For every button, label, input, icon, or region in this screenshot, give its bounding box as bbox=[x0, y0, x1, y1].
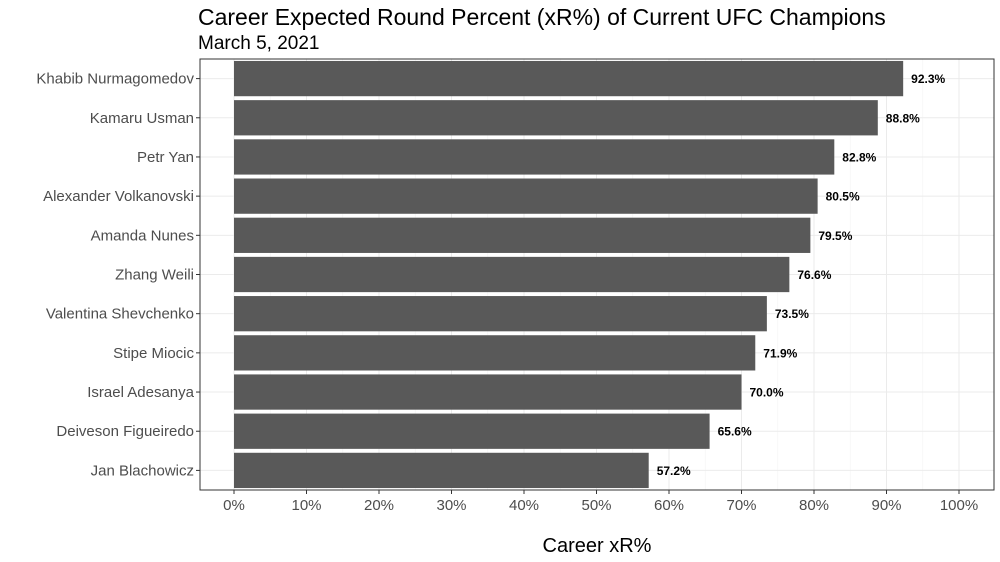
data-label: 88.8% bbox=[886, 111, 920, 125]
bar-kamaru-usman bbox=[234, 100, 878, 136]
data-label: 76.6% bbox=[797, 268, 831, 282]
bar-jan-blachowicz bbox=[234, 452, 649, 489]
x-tick-label: 20% bbox=[364, 497, 394, 514]
y-tick-label: Amanda Nunes bbox=[91, 227, 194, 244]
y-tick-label: Petr Yan bbox=[137, 149, 194, 166]
y-tick-label: Israel Adesanya bbox=[87, 384, 194, 401]
x-tick-label: 100% bbox=[940, 497, 978, 514]
x-tick-label: 30% bbox=[436, 497, 466, 514]
bar-valentina-shevchenko bbox=[234, 296, 767, 332]
bar-stipe-miocic bbox=[234, 335, 756, 371]
value-labels: 92.3% 88.8% 82.8% 80.5% 79.5% 76.6% 73.5% 71.9%… bbox=[657, 72, 946, 478]
x-tick-label: 50% bbox=[581, 497, 611, 514]
bar-deiveson-figueiredo bbox=[234, 413, 710, 449]
x-tick-label: 60% bbox=[654, 497, 684, 514]
chart-title: Career Expected Round Percent (xR%) of C… bbox=[198, 4, 886, 30]
x-tick-label: 40% bbox=[509, 497, 539, 514]
data-label: 92.3% bbox=[911, 72, 945, 86]
bar-amanda-nunes bbox=[234, 217, 811, 253]
x-tick-label: 0% bbox=[223, 497, 245, 514]
data-label: 65.6% bbox=[718, 425, 752, 439]
y-tick-label: Khabib Nurmagomedov bbox=[36, 71, 194, 88]
bars bbox=[234, 60, 904, 489]
y-tick-label: Deiveson Figueiredo bbox=[56, 423, 194, 440]
data-label: 82.8% bbox=[842, 150, 876, 164]
bar-zhang-weili bbox=[234, 256, 790, 293]
x-tick-label: 70% bbox=[726, 497, 756, 514]
chart-subtitle: March 5, 2021 bbox=[198, 33, 320, 54]
plot-panel-border bbox=[199, 58, 995, 491]
y-tick-label: Alexander Volkanovski bbox=[43, 188, 194, 205]
data-label: 71.9% bbox=[763, 346, 797, 360]
x-tick-label: 10% bbox=[291, 497, 321, 514]
y-tick-label: Stipe Miocic bbox=[113, 345, 194, 362]
x-tick-label: 80% bbox=[799, 497, 829, 514]
y-tick-label: Kamaru Usman bbox=[90, 110, 194, 127]
y-axis: Khabib Nurmagomedov Kamaru Usman Petr Yan A… bbox=[36, 71, 200, 479]
x-axis-title: Career xR% bbox=[542, 535, 652, 557]
bar-israel-adesanya bbox=[234, 374, 742, 410]
data-label: 70.0% bbox=[750, 386, 784, 400]
bar-petr-yan bbox=[234, 139, 835, 175]
x-tick-label: 90% bbox=[871, 497, 901, 514]
x-axis: 0% 10% 20% 30% 40% 50% 60% 70% 80% 90% 100% bbox=[223, 490, 978, 514]
bar-alexander-volkanovski bbox=[234, 178, 818, 214]
y-tick-label: Jan Blachowicz bbox=[91, 462, 194, 479]
y-tick-label: Valentina Shevchenko bbox=[46, 306, 194, 323]
y-tick-label: Zhang Weili bbox=[115, 267, 194, 284]
data-label: 79.5% bbox=[818, 229, 852, 243]
data-label: 80.5% bbox=[826, 190, 860, 204]
bar-khabib-nurmagomedov bbox=[234, 60, 904, 97]
data-label: 57.2% bbox=[657, 464, 691, 478]
data-label: 73.5% bbox=[775, 307, 809, 321]
